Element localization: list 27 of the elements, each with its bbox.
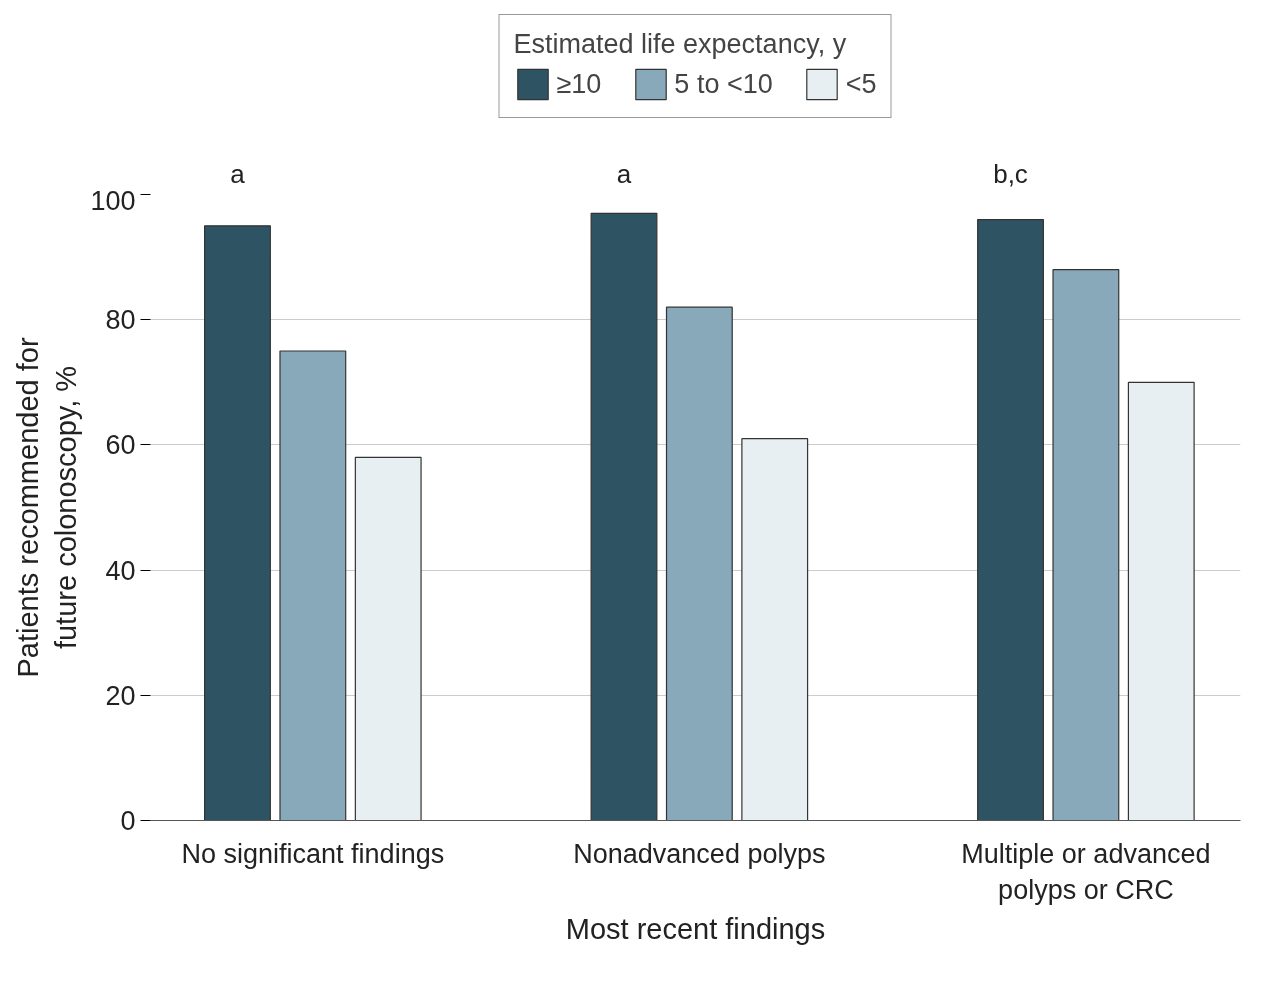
bar — [977, 218, 1044, 821]
bar — [279, 350, 347, 821]
x-tick-label: No significant findings — [181, 838, 445, 869]
y-tick-label: 40 — [105, 555, 136, 586]
bar — [354, 456, 422, 821]
y-tick-label: 100 — [90, 185, 136, 216]
bar — [665, 306, 733, 821]
x-tick-label: Multiple or advanced polyps or CRC — [961, 838, 1211, 905]
x-tick-label: Nonadvanced polyps — [573, 838, 826, 869]
y-axis-title: Patients recommended for future colonoscopy, % — [12, 337, 83, 678]
legend-label: 5 to <10 — [674, 68, 773, 100]
bar — [1127, 381, 1195, 821]
y-tick-label: 0 — [120, 806, 136, 836]
text: b,c — [993, 158, 1028, 189]
bar — [590, 212, 658, 821]
legend-label: ≥10 — [556, 68, 602, 100]
bar — [741, 438, 809, 821]
text: a — [230, 158, 246, 189]
y-tick-label: 20 — [105, 680, 136, 711]
y-tick-label: 80 — [105, 305, 136, 336]
text: a — [616, 158, 632, 189]
y-tick-label: 60 — [105, 430, 136, 461]
bar — [204, 225, 271, 821]
x-axis-title: Most recent findings — [565, 912, 826, 945]
bar — [1052, 269, 1120, 821]
legend-label: <5 — [845, 68, 877, 100]
legend-title: Estimated life expectancy, y — [513, 29, 848, 60]
